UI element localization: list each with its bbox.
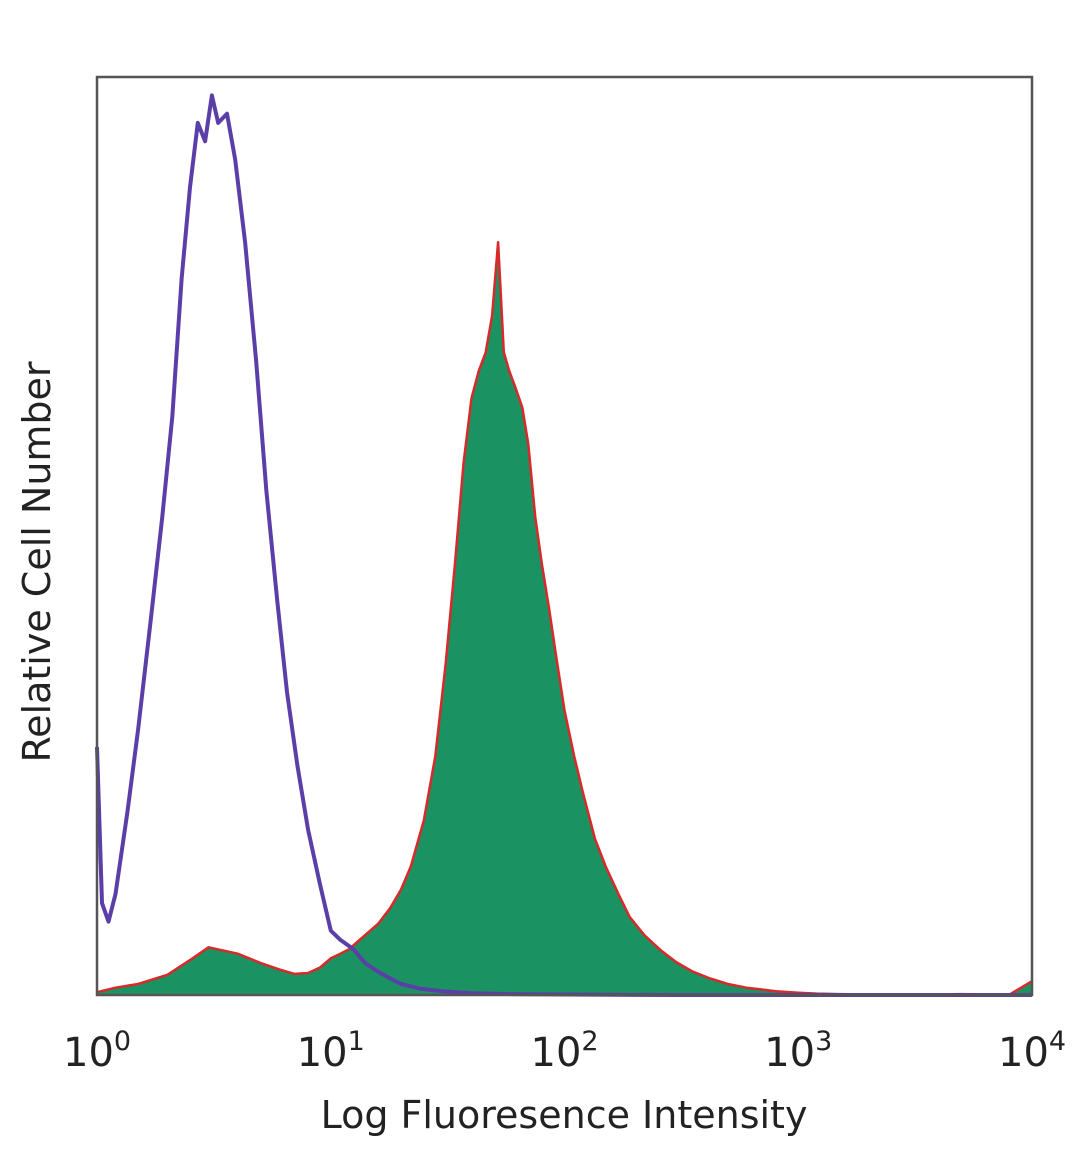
x-tick-label-0: 100 <box>63 1026 131 1076</box>
histogram-outline-0 <box>95 93 1032 997</box>
x-tick-label-3: 103 <box>764 1026 832 1076</box>
histogram-filled-outline-1 <box>96 240 1033 996</box>
x-tick-label-1: 101 <box>297 1026 365 1076</box>
x-tick-labels: 100 101 102 103 104 <box>63 1026 1066 1076</box>
histogram-filled-area-1 <box>97 242 1032 995</box>
y-axis-title: Relative Cell Number <box>15 361 59 762</box>
plot-frame <box>95 75 1034 997</box>
x-axis-title: Log Fluoresence Intensity <box>321 1093 808 1137</box>
x-tick-label-2: 102 <box>531 1026 599 1076</box>
x-tick-label-4: 104 <box>998 1026 1066 1076</box>
series-layer <box>95 93 1033 997</box>
